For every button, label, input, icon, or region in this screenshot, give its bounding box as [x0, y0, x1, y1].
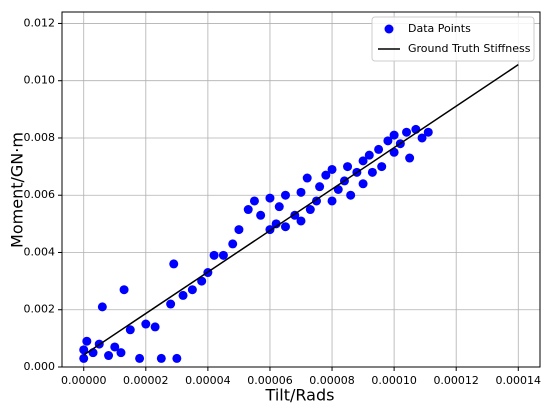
- x-tick-label: 0.00002: [123, 374, 169, 387]
- x-tick-label: 0.00012: [433, 374, 479, 387]
- y-tick-label: 0.012: [24, 16, 56, 29]
- data-point: [327, 164, 337, 174]
- data-point: [228, 239, 238, 249]
- data-point: [367, 167, 377, 177]
- line: [83, 64, 519, 356]
- data-point: [79, 353, 89, 363]
- data-point: [110, 342, 120, 352]
- data-point: [141, 319, 151, 329]
- y-tick-label: 0.008: [24, 131, 56, 144]
- x-tick-label: 0.00014: [496, 374, 542, 387]
- x-tick-label: 0.00006: [247, 374, 293, 387]
- data-point: [280, 222, 290, 232]
- data-point: [364, 150, 374, 160]
- data-point: [321, 170, 331, 180]
- y-tick-label: 0.006: [24, 188, 56, 201]
- y-tick-label: 0.000: [24, 360, 56, 373]
- data-point: [150, 322, 160, 332]
- legend-marker: [384, 24, 394, 34]
- data-point: [358, 156, 368, 166]
- data-point: [402, 127, 412, 137]
- data-point: [327, 196, 337, 206]
- data-point: [169, 259, 179, 269]
- data-point: [383, 136, 393, 146]
- data-point: [374, 144, 384, 154]
- plot-frame: [61, 11, 541, 368]
- data-point: [343, 162, 353, 172]
- data-point: [265, 193, 275, 203]
- data-point: [166, 299, 176, 309]
- data-point: [82, 336, 92, 346]
- data-point: [274, 202, 284, 212]
- y-axis-label: Moment/GN·m: [8, 132, 27, 248]
- x-tick-label: 0.00000: [61, 374, 107, 387]
- data-point: [389, 130, 399, 140]
- legend-box: [371, 16, 535, 62]
- data-point: [156, 353, 166, 363]
- y-tick-label: 0.010: [24, 74, 56, 87]
- data-point: [302, 173, 312, 183]
- data-point: [256, 210, 266, 220]
- data-point: [125, 325, 135, 335]
- data-point: [209, 250, 219, 260]
- data-point: [405, 153, 415, 163]
- data-point: [178, 290, 188, 300]
- data-point: [389, 147, 399, 157]
- data-point: [423, 127, 433, 137]
- data-point: [187, 285, 197, 295]
- data-point: [104, 351, 114, 361]
- data-point: [296, 187, 306, 197]
- data-point: [358, 179, 368, 189]
- data-point: [243, 205, 253, 215]
- data-point: [249, 196, 259, 206]
- data-point: [346, 190, 356, 200]
- y-tick-label: 0.004: [24, 245, 56, 258]
- data-point: [197, 276, 207, 286]
- data-point: [135, 353, 145, 363]
- data-point: [296, 216, 306, 226]
- data-point: [97, 302, 107, 312]
- y-tick-label: 0.002: [24, 303, 56, 316]
- data-point: [280, 190, 290, 200]
- data-point: [116, 348, 126, 358]
- x-axis-label: Tilt/Rads: [265, 386, 335, 405]
- data-point: [119, 285, 129, 295]
- data-point: [315, 182, 325, 192]
- data-point: [172, 353, 182, 363]
- data-point: [305, 205, 315, 215]
- data-point: [79, 345, 89, 355]
- data-point: [218, 250, 228, 260]
- legend-label: Ground Truth Stiffness: [408, 42, 531, 55]
- data-point: [271, 219, 281, 229]
- data-point: [417, 133, 427, 143]
- x-tick-label: 0.00010: [371, 374, 417, 387]
- x-tick-label: 0.00004: [185, 374, 231, 387]
- data-point: [377, 162, 387, 172]
- data-point: [234, 225, 244, 235]
- x-tick-label: 0.00008: [309, 374, 355, 387]
- legend-label: Data Points: [408, 22, 471, 35]
